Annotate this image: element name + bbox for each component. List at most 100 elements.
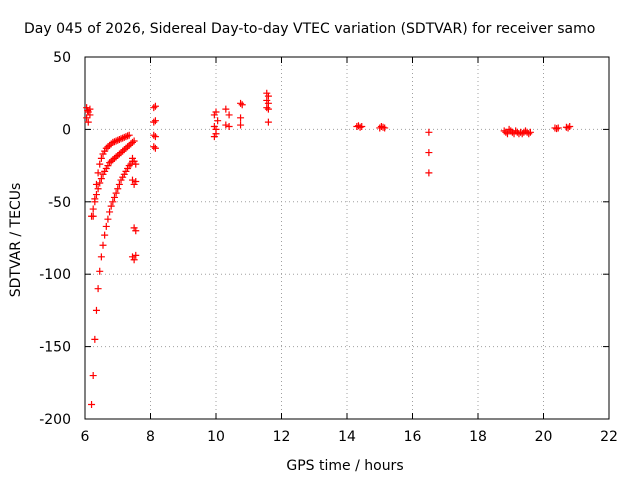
data-point — [91, 198, 99, 206]
data-point — [91, 335, 99, 343]
data-point — [381, 124, 389, 132]
x-tick-label: 20 — [535, 429, 553, 445]
data-point — [150, 143, 158, 151]
data-point — [124, 132, 132, 140]
data-point — [104, 215, 112, 223]
data-point — [114, 185, 122, 193]
data-point — [92, 180, 100, 188]
x-tick-label: 12 — [273, 429, 291, 445]
data-point — [86, 111, 94, 119]
data-point — [96, 267, 104, 275]
data-point — [117, 135, 125, 143]
x-tick-label: 18 — [469, 429, 487, 445]
data-point — [237, 99, 245, 107]
data-point — [114, 136, 122, 144]
data-point — [525, 130, 533, 138]
data-point — [553, 125, 561, 133]
data-point — [128, 138, 136, 146]
data-point — [377, 123, 385, 131]
data-point — [115, 180, 123, 188]
data-point — [94, 169, 102, 177]
data-point — [94, 185, 102, 193]
data-point — [97, 154, 105, 162]
data-point — [122, 133, 130, 141]
data-point — [151, 102, 159, 110]
data-point — [92, 306, 100, 314]
y-tick-label: -200 — [39, 412, 71, 428]
data-point — [125, 131, 133, 139]
data-point — [92, 191, 100, 199]
data-point — [132, 160, 140, 168]
data-point — [379, 123, 387, 131]
data-point — [425, 128, 433, 136]
y-tick-label: -100 — [39, 267, 71, 283]
data-point — [119, 134, 127, 142]
y-tick-label: -150 — [39, 340, 71, 356]
x-tick-label: 10 — [207, 429, 225, 445]
x-tick-label: 16 — [404, 429, 422, 445]
data-point — [97, 175, 105, 183]
data-point — [128, 176, 136, 184]
data-point — [554, 124, 562, 132]
data-point — [214, 117, 222, 125]
data-point — [151, 133, 159, 141]
data-point — [89, 205, 97, 213]
data-point — [564, 124, 572, 132]
data-point — [225, 111, 233, 119]
data-point — [150, 118, 158, 126]
data-point — [237, 114, 245, 122]
data-point — [84, 118, 92, 126]
data-point — [222, 121, 230, 129]
data-point — [264, 105, 272, 113]
chart-title: Day 045 of 2026, Sidereal Day-to-day VTE… — [24, 21, 595, 37]
data-point — [354, 122, 362, 130]
data-point — [97, 253, 105, 261]
data-point — [110, 193, 118, 201]
data-point — [99, 241, 107, 249]
x-tick-label: 14 — [338, 429, 356, 445]
x-tick-label: 6 — [81, 429, 90, 445]
grid-lines — [85, 57, 609, 419]
data-point — [566, 123, 574, 131]
y-tick-label: -50 — [48, 195, 71, 211]
data-point — [132, 251, 140, 259]
x-tick-label: 22 — [600, 429, 618, 445]
data-point — [225, 123, 233, 131]
data-point — [88, 401, 96, 409]
data-point — [425, 169, 433, 177]
data-point — [89, 372, 97, 380]
y-axis-label: SDTVAR / TECUs — [8, 183, 24, 298]
data-point — [264, 92, 272, 100]
data-point — [110, 138, 118, 146]
data-point — [264, 118, 272, 126]
data-point — [130, 137, 138, 145]
data-point — [130, 256, 138, 264]
data-point — [425, 149, 433, 157]
data-point — [94, 285, 102, 293]
data-point — [101, 231, 109, 239]
data-point — [562, 123, 570, 131]
y-tick-label: 50 — [53, 50, 71, 66]
data-point — [102, 222, 110, 230]
data-point — [125, 162, 133, 170]
y-axis-ticks: 50 0 -50 -100 -150 -200 — [39, 50, 609, 428]
data-point — [120, 133, 128, 141]
data-point — [263, 104, 271, 112]
data-point — [109, 138, 117, 146]
data-points — [83, 89, 574, 409]
data-point — [84, 107, 92, 115]
data-point — [150, 131, 158, 139]
data-point — [238, 101, 246, 109]
data-point — [237, 121, 245, 129]
data-point — [112, 137, 120, 145]
data-point — [106, 208, 114, 216]
data-point — [526, 128, 534, 136]
data-point — [151, 117, 159, 125]
data-point — [212, 130, 220, 138]
data-point — [150, 104, 158, 112]
x-axis-label: GPS time / hours — [286, 458, 403, 474]
data-point — [88, 212, 96, 220]
data-point — [132, 178, 140, 186]
data-point — [132, 227, 140, 235]
